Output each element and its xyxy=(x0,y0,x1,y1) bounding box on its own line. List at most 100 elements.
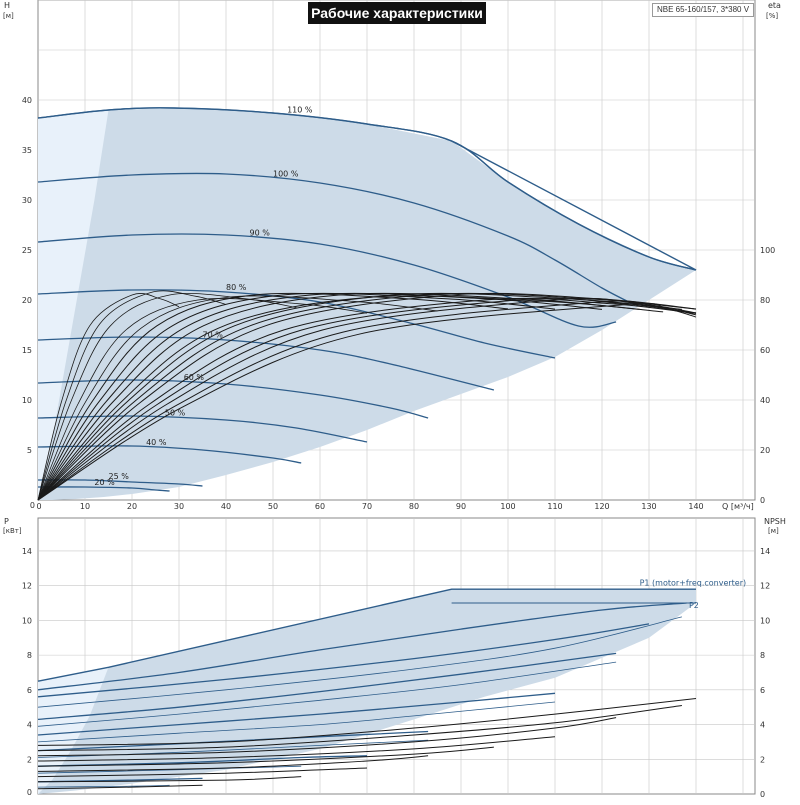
top-y2-axis-unit: [%] xyxy=(766,12,778,20)
efficiency-curve xyxy=(37,297,697,501)
max-speed-line xyxy=(37,107,697,271)
power-curve xyxy=(37,661,617,727)
top-y-axis-unit: [м] xyxy=(3,12,14,20)
bottom-y-tick-label: 8 xyxy=(27,651,32,660)
bottom-y2-tick-label: 12 xyxy=(760,582,770,591)
top-y-tick-label: 35 xyxy=(22,146,32,155)
p2-series-label: P2 xyxy=(689,601,699,610)
top-y-tick-label: 25 xyxy=(22,246,32,255)
power-limit-line xyxy=(451,140,697,271)
top-y2-tick-label: 40 xyxy=(760,396,770,405)
top-y-tick-label: 0 xyxy=(30,501,35,510)
top-y2-tick-label: 100 xyxy=(760,246,775,255)
efficiency-curve xyxy=(37,298,368,501)
bottom-y2-tick-label: 10 xyxy=(760,616,770,625)
speed-curve xyxy=(37,445,302,464)
efficiency-curve xyxy=(37,297,697,501)
bottom-y2-tick-label: 2 xyxy=(760,755,765,764)
top-y-axis-label: H xyxy=(4,1,10,10)
speed-curve xyxy=(37,479,203,487)
top-y-tick-label: 40 xyxy=(22,96,32,105)
top-y-tick-label: 10 xyxy=(22,396,32,405)
speed-curve-label: 25 % xyxy=(109,472,130,481)
power-curve xyxy=(37,701,556,743)
x-tick-label: 60 xyxy=(315,502,325,511)
speed-curve-label: 50 % xyxy=(165,408,186,417)
x-tick-label: 130 xyxy=(641,502,656,511)
bottom-y-tick-label: 2 xyxy=(27,755,32,764)
x-tick-label: 0 xyxy=(36,502,41,511)
x-tick-label: 110 xyxy=(547,502,562,511)
bottom-y-axis-label: P xyxy=(4,517,9,526)
speed-curve xyxy=(37,233,617,328)
power-curve xyxy=(37,692,556,736)
chart-title: Рабочие характеристики xyxy=(308,2,486,24)
x-tick-label: 10 xyxy=(80,502,90,511)
efficiency-curve xyxy=(37,292,556,501)
p1-series-label: P1 (motor+freq.converter) xyxy=(640,579,747,588)
x-tick-label: 70 xyxy=(362,502,372,511)
bottom-panel xyxy=(37,517,756,795)
x-tick-label: 100 xyxy=(500,502,515,511)
power-curve xyxy=(37,616,682,708)
power-curve xyxy=(37,784,170,788)
bottom-y-tick-label: 0 xyxy=(27,788,32,797)
bottom-y2-axis-unit: [м] xyxy=(768,527,779,535)
bottom-y2-axis-label: NPSH xyxy=(764,517,786,526)
npsh-curve xyxy=(37,776,302,783)
speed-curve xyxy=(37,289,556,359)
efficiency-curve xyxy=(37,290,227,501)
npsh-curve xyxy=(37,717,617,757)
x-axis-label: Q [м³/ч] xyxy=(722,502,754,511)
top-y2-tick-label: 80 xyxy=(760,296,770,305)
bottom-low-region xyxy=(38,667,109,794)
x-tick-label: 80 xyxy=(409,502,419,511)
x-tick-label: 30 xyxy=(174,502,184,511)
bottom-y2-tick-label: 6 xyxy=(760,686,765,695)
speed-curve-label: 60 % xyxy=(184,373,205,382)
top-y-tick-label: 15 xyxy=(22,346,32,355)
bottom-y2-tick-label: 8 xyxy=(760,651,765,660)
bottom-y-tick-label: 6 xyxy=(27,686,32,695)
bottom-y2-tick-label: 0 xyxy=(760,790,765,799)
speed-curve-label: 20 % xyxy=(94,478,115,487)
npsh-curve xyxy=(37,755,429,772)
efficiency-curve xyxy=(37,293,180,501)
efficiency-curve xyxy=(37,297,697,501)
x-tick-label: 50 xyxy=(268,502,278,511)
power-curve xyxy=(37,652,617,721)
top-y-tick-label: 5 xyxy=(27,446,32,455)
top-y2-tick-label: 60 xyxy=(760,346,770,355)
top-y-tick-label: 20 xyxy=(22,296,32,305)
npsh-curve xyxy=(37,698,697,746)
top-y2-tick-label: 20 xyxy=(760,446,770,455)
speed-curve xyxy=(37,379,429,419)
bottom-y-tick-label: 4 xyxy=(27,721,32,730)
model-label: NBE 65-160/157, 3*380 V xyxy=(652,3,755,17)
x-tick-label: 90 xyxy=(456,502,466,511)
bottom-y2-tick-label: 4 xyxy=(760,721,765,730)
efficiency-curve xyxy=(37,300,697,501)
npsh-curve xyxy=(37,784,203,790)
x-tick-label: 140 xyxy=(688,502,703,511)
npsh-curve xyxy=(37,705,682,752)
speed-curve-label: 80 % xyxy=(226,283,247,292)
bottom-y-tick-label: 14 xyxy=(22,547,32,556)
bottom-y2-tick-label: 14 xyxy=(760,547,770,556)
power-curve xyxy=(37,730,429,752)
x-tick-label: 20 xyxy=(127,502,137,511)
power-curve xyxy=(37,765,302,774)
top-y2-tick-label: 0 xyxy=(760,496,765,505)
p2-curve xyxy=(37,602,687,691)
npsh-curve xyxy=(37,767,368,778)
x-tick-label: 120 xyxy=(594,502,609,511)
top-panel xyxy=(37,0,756,501)
top-low-region xyxy=(38,110,109,500)
speed-curve xyxy=(37,336,495,391)
speed-curve xyxy=(37,486,170,492)
top-y2-axis-label: eta xyxy=(768,1,781,10)
speed-curve-label: 110 % xyxy=(287,106,313,115)
p1-curve xyxy=(37,588,696,682)
